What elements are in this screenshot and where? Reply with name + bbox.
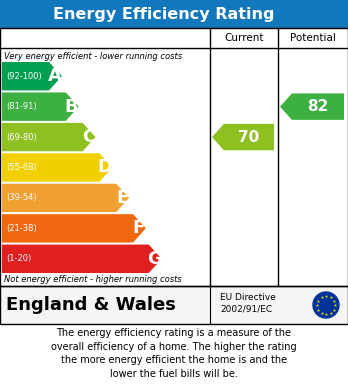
Text: (92-100): (92-100)	[6, 72, 42, 81]
Text: (21-38): (21-38)	[6, 224, 37, 233]
Polygon shape	[2, 62, 62, 90]
Polygon shape	[2, 214, 146, 242]
Text: G: G	[147, 250, 162, 268]
Text: England & Wales: England & Wales	[6, 296, 176, 314]
Text: (1-20): (1-20)	[6, 254, 31, 263]
Text: Very energy efficient - lower running costs: Very energy efficient - lower running co…	[4, 52, 182, 61]
Text: The energy efficiency rating is a measure of the
overall efficiency of a home. T: The energy efficiency rating is a measur…	[51, 328, 297, 379]
Text: (81-91): (81-91)	[6, 102, 37, 111]
Circle shape	[313, 292, 339, 318]
Text: Not energy efficient - higher running costs: Not energy efficient - higher running co…	[4, 275, 182, 284]
Polygon shape	[2, 123, 95, 151]
Text: 82: 82	[307, 99, 329, 114]
Text: C: C	[82, 128, 95, 146]
Polygon shape	[2, 153, 112, 182]
Bar	[0, 0, 348, 28]
Text: EU Directive
2002/91/EC: EU Directive 2002/91/EC	[220, 293, 276, 313]
Bar	[0, 28, 348, 286]
Text: Current: Current	[224, 33, 264, 43]
Text: A: A	[48, 67, 62, 85]
Text: 70: 70	[238, 129, 260, 145]
Text: B: B	[65, 98, 78, 116]
Polygon shape	[2, 245, 161, 273]
Text: D: D	[98, 158, 113, 176]
Text: Potential: Potential	[290, 33, 336, 43]
Polygon shape	[2, 92, 79, 121]
Text: (69-80): (69-80)	[6, 133, 37, 142]
Text: (55-68): (55-68)	[6, 163, 37, 172]
Polygon shape	[280, 93, 344, 120]
Text: Energy Efficiency Rating: Energy Efficiency Rating	[53, 7, 274, 22]
Polygon shape	[2, 184, 129, 212]
Polygon shape	[212, 124, 274, 150]
Bar	[0, 286, 348, 324]
Text: E: E	[116, 189, 128, 207]
Text: F: F	[133, 219, 145, 237]
Text: (39-54): (39-54)	[6, 194, 37, 203]
